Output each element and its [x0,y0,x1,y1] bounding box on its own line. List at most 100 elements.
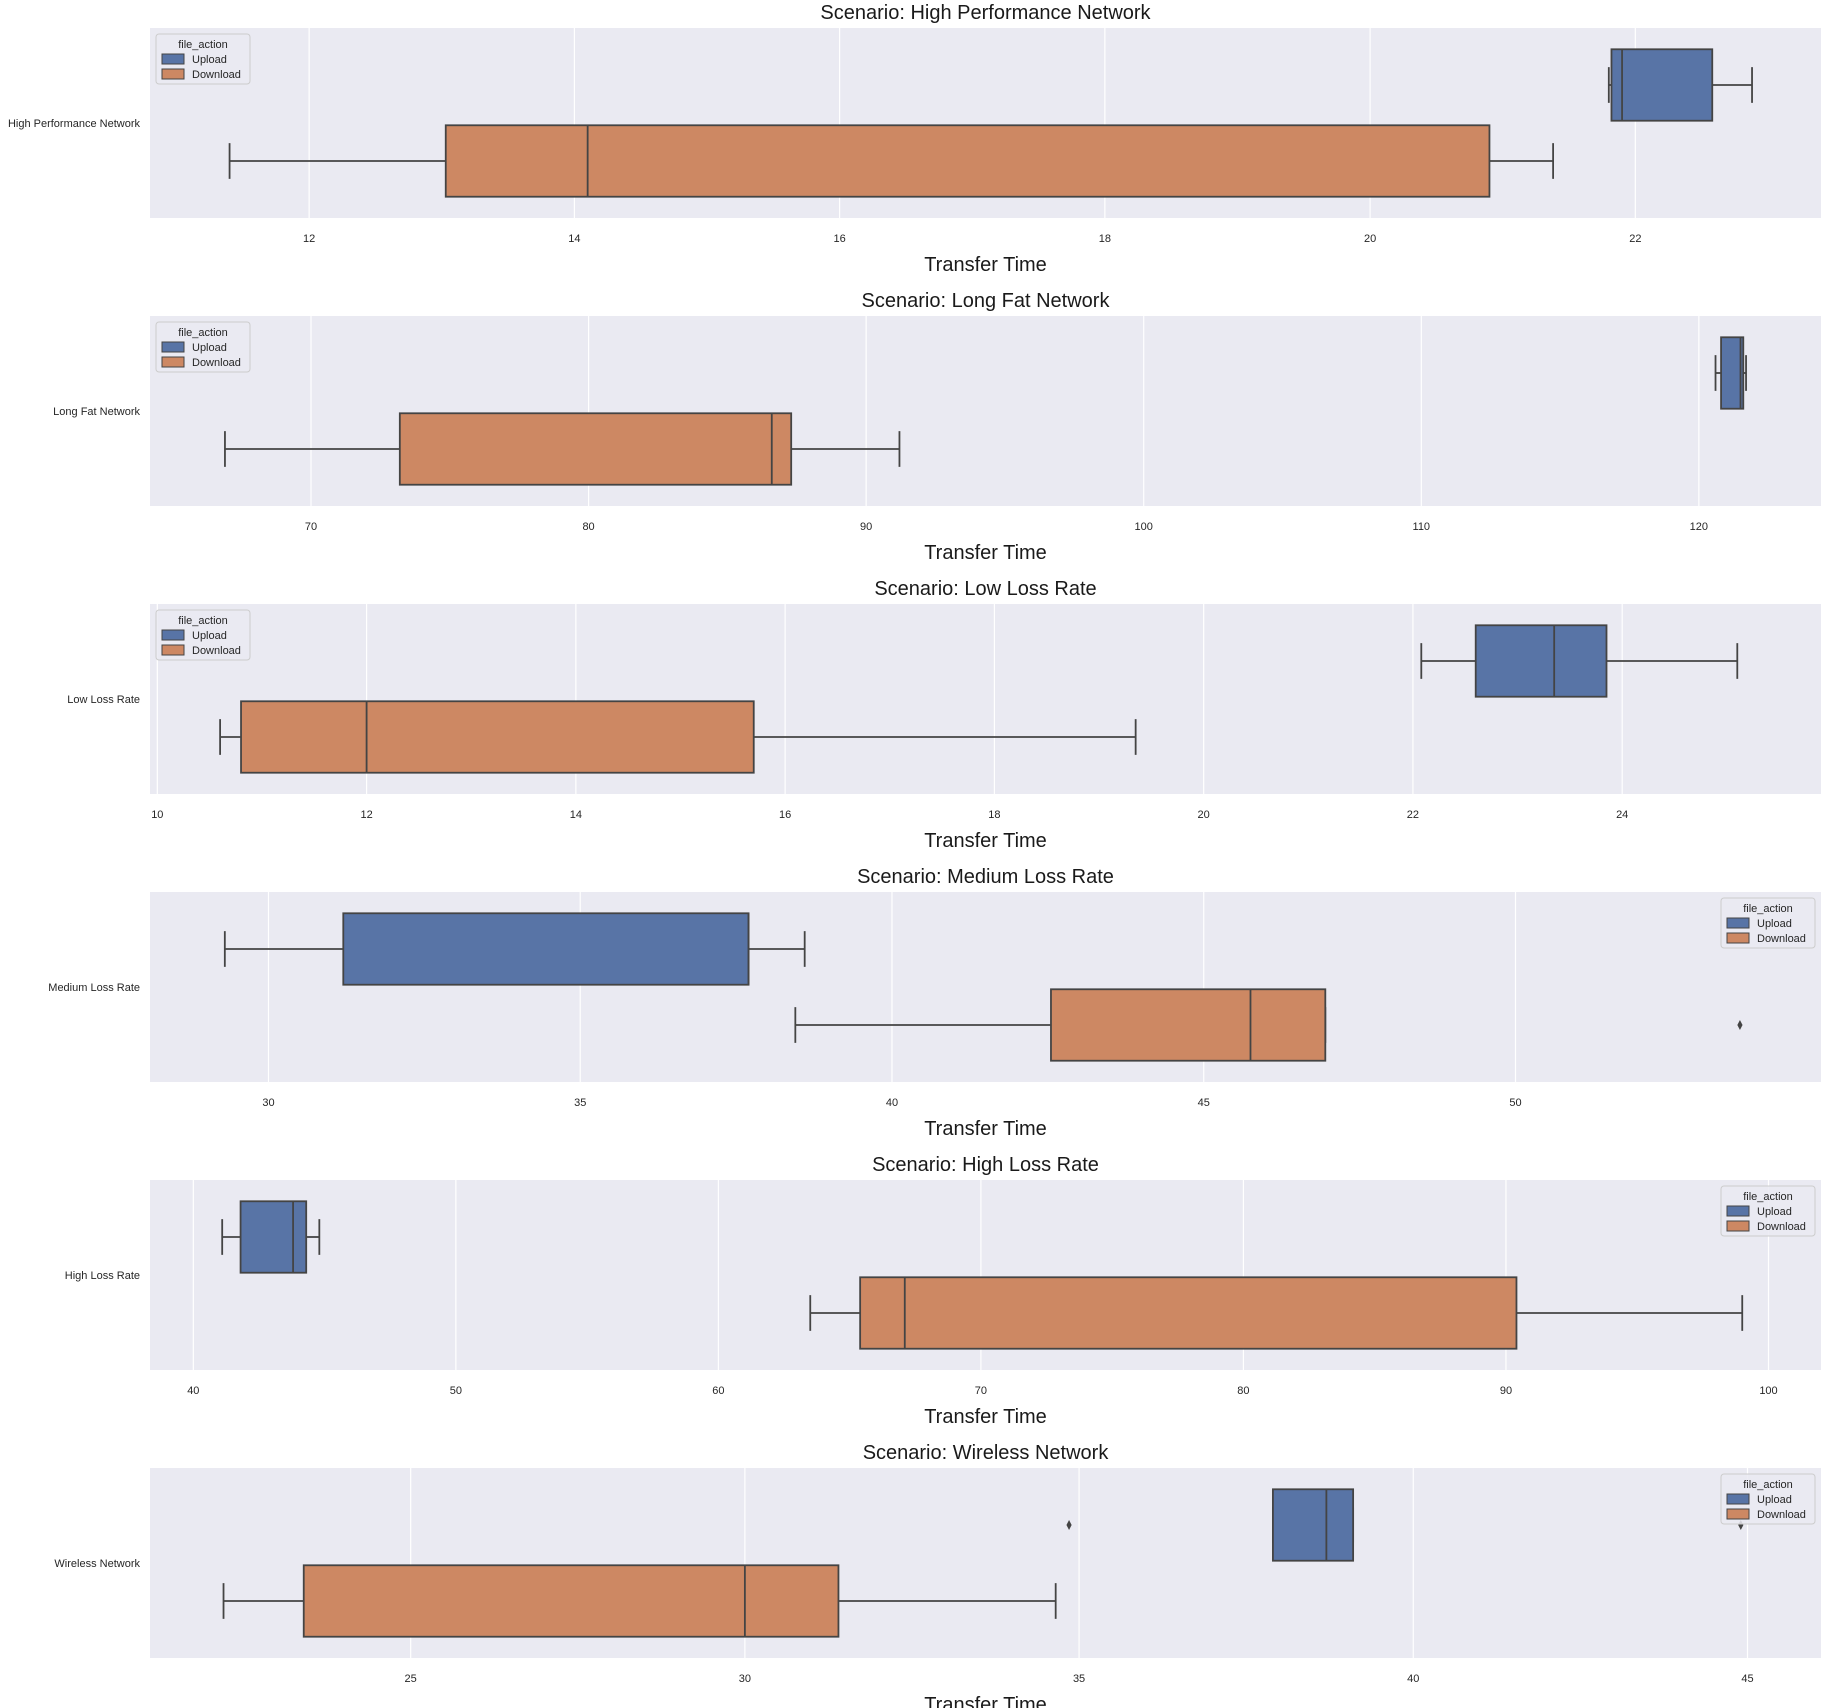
x-tick-label: 30 [262,1097,274,1109]
chart-panel-3: 10 12 14 16 18 20 22 24 Scenario: Low Loss Rate T… [67,578,1821,852]
outlier-point [1066,1520,1072,1530]
x-axis-label: Transfer Time [924,1694,1047,1708]
x-axis-label: Transfer Time [924,830,1047,852]
x-tick-label: 60 [712,1385,724,1397]
box-upload [1420,624,1739,698]
x-tick-label: 10 [151,809,163,821]
box-download [794,988,1743,1062]
legend-title: file_action [178,327,228,339]
legend: file_action Upload Download [155,321,251,373]
y-tick-label: Low Loss Rate [67,694,140,706]
x-tick-label: 110 [1413,521,1431,533]
legend-swatch-download [161,356,185,368]
iqr-box [1720,336,1745,410]
legend-label: Upload [1757,1206,1792,1218]
legend-label: Upload [192,630,227,642]
x-tick-label: 70 [975,1385,987,1397]
x-axis-label: Transfer Time [924,1118,1047,1140]
x-tick-label: 35 [1073,1673,1085,1685]
x-tick-label: 120 [1690,521,1708,533]
legend-label: Download [1757,933,1806,945]
x-tick-label: 20 [1198,809,1210,821]
box-upload [223,912,806,986]
box-upload [1714,336,1747,410]
x-tick-label: 100 [1135,521,1153,533]
legend: file_action Upload Download [1720,897,1816,949]
x-tick-label: 45 [1198,1097,1210,1109]
box-download [224,412,901,486]
iqr-box [239,1200,308,1274]
x-tick-label: 100 [1759,1385,1777,1397]
legend-swatch-upload [161,629,185,641]
chart-title: Scenario: Wireless Network [863,1442,1110,1464]
x-tick-label: 80 [1237,1385,1249,1397]
x-tick-label: 80 [582,521,594,533]
x-tick-label: 25 [405,1673,417,1685]
legend-title: file_action [178,615,228,627]
iqr-box [1272,1488,1355,1562]
outlier-point [1737,1020,1743,1030]
legend-title: file_action [1743,903,1793,915]
legend-swatch-download [1726,1508,1750,1520]
y-tick-label: Long Fat Network [53,406,140,418]
legend-swatch-download [1726,1220,1750,1232]
legend-title: file_action [1743,1191,1793,1203]
legend-label: Download [192,645,241,657]
iqr-box [1474,624,1608,698]
chart-title: Scenario: High Performance Network [820,2,1151,24]
box-download [809,1276,1744,1350]
iqr-box [342,912,750,986]
box-upload [221,1200,321,1274]
legend-swatch-download [1726,932,1750,944]
legend-label: Download [192,69,241,81]
legend-swatch-upload [161,341,185,353]
chart-title: Scenario: Low Loss Rate [874,578,1096,600]
legend-swatch-upload [1726,1205,1750,1217]
legend-swatch-download [161,644,185,656]
iqr-box [1610,48,1714,122]
x-tick-label: 40 [187,1385,199,1397]
legend-label: Download [1757,1509,1806,1521]
legend-label: Download [1757,1221,1806,1233]
x-tick-label: 70 [305,521,317,533]
y-tick-label: Medium Loss Rate [48,982,140,994]
legend-swatch-upload [1726,1493,1750,1505]
legend-label: Upload [192,54,227,66]
legend: file_action Upload Download [155,609,251,661]
chart-panel-5: 40 50 60 70 80 90 100 Scenario: High Loss Rate T… [65,1154,1821,1428]
legend-title: file_action [178,39,228,51]
x-tick-label: 90 [860,521,872,533]
y-tick-label: High Loss Rate [65,1270,140,1282]
outlier-point [1738,1520,1744,1530]
iqr-box [1050,988,1327,1062]
x-tick-label: 24 [1616,809,1628,821]
legend-swatch-upload [161,53,185,65]
box-upload [1066,1488,1744,1562]
x-tick-label: 20 [1364,233,1376,245]
x-tick-label: 18 [988,809,1000,821]
iqr-box [444,124,1491,198]
legend-label: Download [192,357,241,369]
box-upload [1607,48,1753,122]
x-tick-label: 22 [1407,809,1419,821]
x-axis-label: Transfer Time [924,254,1047,276]
x-tick-label: 16 [833,233,845,245]
x-tick-label: 50 [1509,1097,1521,1109]
x-tick-label: 40 [1407,1673,1419,1685]
chart-panel-6: 25 30 35 40 45 Scenario: Wireless Network Tran… [54,1442,1821,1708]
chart-panel-2: 70 80 90 100 110 120 Scenario: Long Fat Networ… [53,290,1821,564]
x-tick-label: 14 [570,809,582,821]
x-tick-label: 45 [1741,1673,1753,1685]
x-tick-label: 35 [574,1097,586,1109]
x-tick-label: 16 [779,809,791,821]
legend-label: Upload [1757,1494,1792,1506]
legend: file_action Upload Download [155,33,251,85]
iqr-box [859,1276,1518,1350]
x-tick-label: 50 [450,1385,462,1397]
x-tick-label: 12 [360,809,372,821]
legend-label: Upload [1757,918,1792,930]
x-tick-label: 40 [886,1097,898,1109]
x-tick-label: 22 [1629,233,1641,245]
y-tick-label: High Performance Network [8,118,141,130]
